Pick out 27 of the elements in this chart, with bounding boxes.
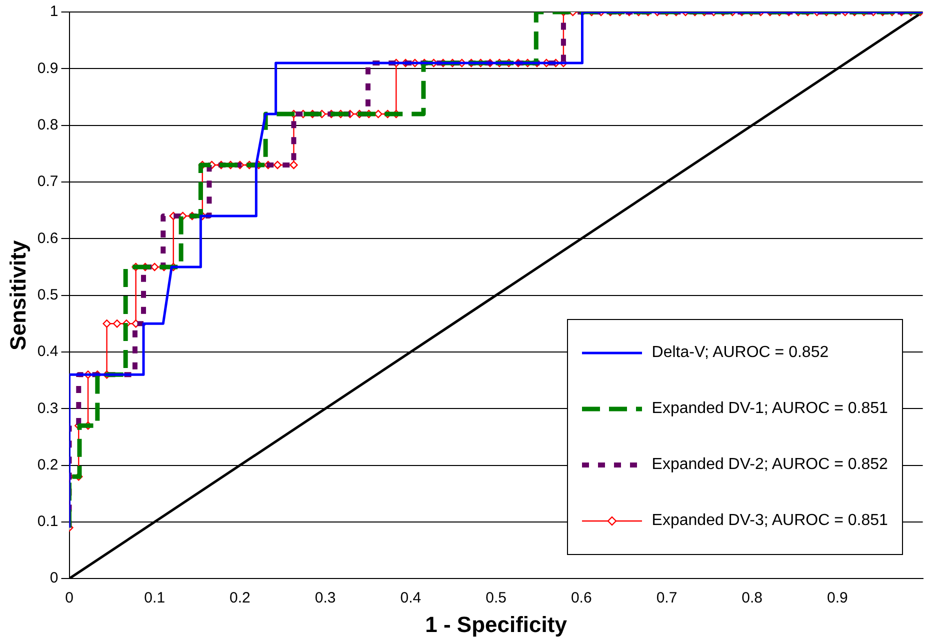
x-tick-label: 0.9 [827,590,848,607]
y-tick-label: 0.1 [37,513,58,530]
y-tick-label: 1 [50,3,58,20]
y-tick-label: 0.9 [37,60,58,77]
y-tick-label: 0.5 [37,286,58,304]
y-axis-title: Sensitivity [5,240,30,350]
x-tick-label: 0.1 [144,590,166,607]
legend-label: Expanded DV-3; AUROC = 0.851 [652,512,888,530]
y-tick-label: 0.7 [37,173,58,190]
x-tick-label: 0.2 [230,590,250,607]
legend-label: Delta-V; AUROC = 0.852 [652,344,829,362]
x-tick-label: 0.6 [570,590,592,607]
y-tick-label: 0.8 [37,116,58,134]
x-tick-label: 0.8 [742,590,763,607]
y-tick-label: 0 [50,570,58,587]
legend-label: Expanded DV-2; AUROC = 0.852 [652,456,888,474]
x-axis-title: 1 - Specificity [425,612,568,637]
x-tick-label: 0.5 [486,590,506,607]
x-tick-label: 0.4 [400,590,422,607]
x-tick-label: 0.7 [656,590,678,607]
y-tick-label: 0.2 [37,456,58,474]
y-tick-label: 0.3 [37,400,58,417]
x-tick-label: 0 [65,590,74,607]
x-tick-label: 0.3 [314,590,336,607]
legend-label: Expanded DV-1; AUROC = 0.851 [652,400,888,418]
y-tick-label: 0.6 [37,230,58,247]
y-tick-label: 0.4 [37,343,58,360]
